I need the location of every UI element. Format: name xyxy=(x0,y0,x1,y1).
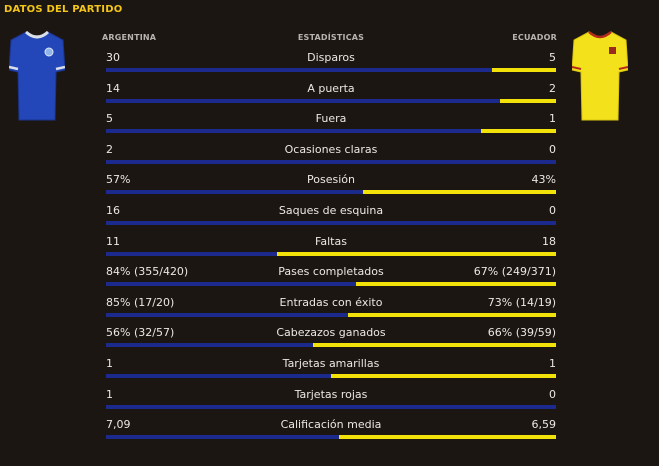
stat-name: Faltas xyxy=(315,234,347,248)
comparison-bar xyxy=(106,373,556,378)
comparison-bar xyxy=(106,129,556,134)
home-value: 84% (355/420) xyxy=(106,265,189,279)
stats-header: ESTADÍSTICAS xyxy=(297,33,365,42)
away-value: 73% (14/19) xyxy=(487,295,556,309)
stat-row: 7,09 Calificación media 6,59 xyxy=(106,416,556,447)
away-value: 0 xyxy=(549,387,556,401)
stat-row: 57% Posesión 43% xyxy=(106,171,556,202)
home-share-fill xyxy=(106,251,277,256)
home-value: 14 xyxy=(106,81,120,95)
comparison-bar xyxy=(106,343,556,348)
home-value: 57% xyxy=(106,173,131,187)
away-value: 67% (249/371) xyxy=(473,265,556,279)
stat-row: 1 Tarjetas amarillas 1 xyxy=(106,355,556,386)
home-share-fill xyxy=(106,68,492,72)
home-share-fill xyxy=(106,98,500,103)
comparison-bar xyxy=(106,404,556,409)
comparison-bar xyxy=(106,68,556,72)
comparison-bar xyxy=(106,98,556,103)
blue-shirt-icon xyxy=(9,30,65,121)
home-value: 7,09 xyxy=(106,418,131,432)
away-value: 6,59 xyxy=(531,418,557,432)
home-share-fill xyxy=(106,190,363,195)
comparison-bar xyxy=(106,159,556,164)
comparison-bar xyxy=(106,435,556,440)
comparison-bar xyxy=(106,190,556,195)
stat-name: Tarjetas rojas xyxy=(294,387,368,401)
away-value: 1 xyxy=(549,356,556,370)
home-value: 30 xyxy=(106,51,120,64)
stat-row: 56% (32/57) Cabezazos ganados 66% (39/59) xyxy=(106,324,556,355)
comparison-bar xyxy=(106,251,556,256)
stat-row: 5 Fuera 1 xyxy=(106,110,556,141)
stat-row: 16 Saques de esquina 0 xyxy=(106,202,556,233)
home-share-fill xyxy=(106,129,481,134)
panel-title: DATOS DEL PARTIDO xyxy=(4,4,123,15)
stat-row: 85% (17/20) Entradas con éxito 73% (14/19) xyxy=(106,294,556,325)
away-value: 0 xyxy=(549,142,556,156)
stat-name: Disparos xyxy=(307,51,355,64)
home-value: 5 xyxy=(106,112,113,126)
stat-name: A puerta xyxy=(307,81,355,95)
home-team-header: ARGENTINA xyxy=(102,33,157,42)
home-value: 1 xyxy=(106,387,113,401)
stat-name: Pases completados xyxy=(278,265,384,279)
yellow-shirt-icon xyxy=(572,31,628,121)
away-value: 5 xyxy=(549,51,556,64)
stat-row: 2 Ocasiones claras 0 xyxy=(106,141,556,172)
home-share-fill xyxy=(106,404,556,409)
home-share-fill xyxy=(106,373,331,378)
away-value: 43% xyxy=(531,173,556,187)
home-share-fill xyxy=(106,435,340,440)
home-share-fill xyxy=(106,220,556,225)
away-value: 0 xyxy=(549,203,556,217)
stat-name: Ocasiones claras xyxy=(284,142,378,156)
away-value: 2 xyxy=(549,81,556,95)
away-value: 18 xyxy=(542,234,556,248)
comparison-bar xyxy=(106,312,556,317)
home-value: 1 xyxy=(106,356,113,370)
stat-name: Fuera xyxy=(315,112,347,126)
stat-name: Tarjetas amarillas xyxy=(282,356,380,370)
comparison-bar xyxy=(106,282,556,287)
away-team-header: ECUADOR xyxy=(512,33,557,42)
away-value: 1 xyxy=(549,112,556,126)
stat-row: 84% (355/420) Pases completados 67% (249/3… xyxy=(106,263,556,294)
stat-row: 30 Disparos 5 xyxy=(106,49,556,80)
comparison-bar xyxy=(106,220,556,225)
stat-name: Cabezazos ganados xyxy=(276,326,386,340)
stats-list: 30 Disparos 5 14 A puerta 2 5 Fuera 1 2 Ocasiones … xyxy=(106,49,556,447)
home-value: 16 xyxy=(106,203,120,217)
stat-row: 14 A puerta 2 xyxy=(106,80,556,111)
stat-name: Entradas con éxito xyxy=(279,295,383,309)
home-value: 2 xyxy=(106,142,113,156)
home-share-fill xyxy=(106,343,313,348)
home-share-fill xyxy=(106,282,357,287)
stat-row: 11 Faltas 18 xyxy=(106,233,556,264)
stat-name: Saques de esquina xyxy=(278,203,384,217)
home-value: 85% (17/20) xyxy=(106,295,175,309)
stat-row: 1 Tarjetas rojas 0 xyxy=(106,386,556,417)
home-value: 56% (32/57) xyxy=(106,326,175,340)
away-value: 66% (39/59) xyxy=(487,326,556,340)
stat-name: Calificación media xyxy=(280,418,382,432)
home-share-fill xyxy=(106,312,349,317)
home-share-fill xyxy=(106,159,556,164)
home-value: 11 xyxy=(106,234,120,248)
stat-name: Posesión xyxy=(307,173,355,187)
